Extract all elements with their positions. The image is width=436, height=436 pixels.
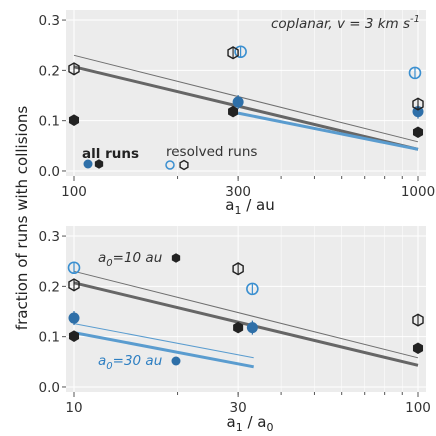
bottom-x-ticks: 10 30 100: [65, 392, 431, 416]
top-point-all-black: [412, 126, 424, 139]
bot-y-tick-label: 0.1: [39, 330, 60, 346]
legend-all-runs-blue-marker: [83, 159, 93, 169]
top-model-line-2: [237, 111, 419, 151]
legend-all-runs-black-marker: [94, 159, 104, 169]
bot-x-tick-label: 30: [230, 400, 247, 416]
top-y-tick-label: 0.2: [39, 63, 60, 79]
top-point-resolved-black: [412, 97, 424, 111]
annotation-a0-10-marker: [171, 253, 181, 263]
bot-point-all-blue: [246, 322, 258, 334]
top-x-axis-label: a1 / au: [225, 196, 275, 217]
annotation-a0-30: a0=30 au: [98, 353, 162, 372]
top-marks: [68, 45, 424, 139]
bot-x-tick-label: 10: [65, 400, 82, 416]
bottom-marks: [67, 261, 424, 355]
top-model-line-1: [73, 54, 419, 143]
bottom-panel: 0.0 0.1 0.2 0.3 10 30 100 a0=10 au a0=30 au a…: [39, 226, 431, 434]
legend-resolved-black-marker: [179, 159, 189, 171]
bot-x-tick-label: 100: [405, 400, 431, 416]
bot-model-line-1: [73, 270, 419, 359]
top-panel-title: coplanar, v = 3 km s-1: [271, 14, 420, 32]
top-grid: [66, 10, 426, 176]
top-model-line-0: [73, 65, 419, 151]
bot-y-tick-label: 0.2: [39, 279, 60, 295]
bot-y-tick-label: 0.3: [39, 229, 60, 245]
top-x-ticks: 100 300 1000: [61, 176, 435, 200]
top-plot-area: [66, 10, 426, 176]
top-y-tick-label: 0.3: [39, 13, 60, 29]
legend-resolved-runs: resolved runs: [166, 144, 257, 160]
bottom-x-axis-label: a1 / a0: [227, 413, 274, 434]
top-y-tick-label: 0.1: [39, 114, 60, 130]
top-y-tick-label: 0.0: [39, 164, 60, 180]
top-x-tick-label: 1000: [401, 184, 435, 200]
top-x-tick-label: 100: [61, 184, 87, 200]
top-point-all-blue: [232, 96, 244, 108]
legend-resolved-blue-marker: [165, 160, 175, 170]
y-axis-label: fraction of runs with collisions: [13, 106, 31, 331]
bot-point-all-black: [233, 321, 244, 334]
bot-point-resolved-black: [232, 262, 244, 276]
bot-point-resolved-black: [412, 313, 424, 327]
top-panel: 0.0 0.1 0.2 0.3 100 300 1000 coplanar, v = 3 …: [39, 10, 435, 217]
bottom-y-ticks: 0.0 0.1 0.2 0.3: [39, 229, 66, 396]
bot-point-all-blue: [68, 312, 80, 324]
bottom-lines: [73, 270, 419, 369]
top-y-ticks: 0.0 0.1 0.2 0.3: [39, 13, 66, 180]
annotation-a0-30-marker: [171, 356, 181, 366]
top-point-all-black: [68, 114, 80, 126]
legend-all-runs: all runs: [82, 146, 139, 162]
bot-model-line-0: [73, 281, 419, 367]
top-point-resolved-black: [227, 46, 239, 60]
top-point-all-black: [228, 105, 239, 118]
bot-y-tick-label: 0.0: [39, 380, 60, 396]
bot-point-all-black: [412, 342, 424, 355]
bot-point-all-black: [68, 330, 80, 342]
top-x-tick-label: 300: [225, 184, 251, 200]
annotation-a0-10: a0=10 au: [98, 250, 162, 269]
bot-model-line-3: [73, 323, 254, 359]
top-lines: [73, 54, 419, 151]
bot-model-line-2: [73, 331, 254, 369]
